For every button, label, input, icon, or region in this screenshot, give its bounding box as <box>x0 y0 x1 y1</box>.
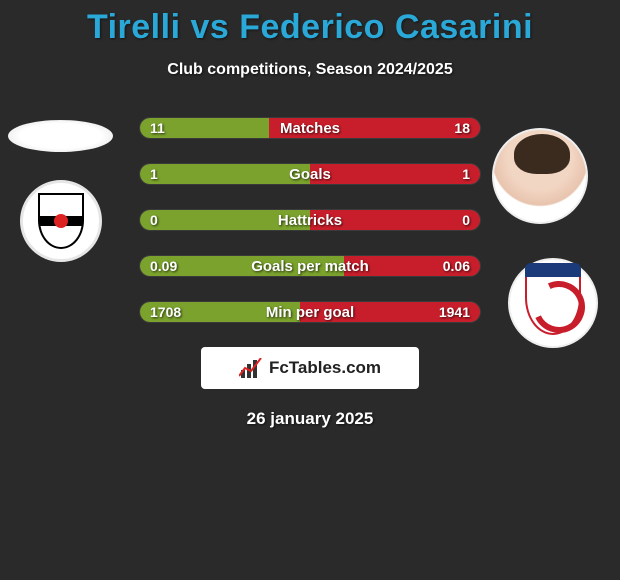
stat-value-right: 1941 <box>439 302 470 322</box>
subtitle: Club competitions, Season 2024/2025 <box>0 61 620 79</box>
stat-label: Min per goal <box>140 302 480 322</box>
stat-label: Hattricks <box>140 210 480 230</box>
stat-label: Goals <box>140 164 480 184</box>
bar-chart-icon <box>239 358 263 378</box>
club-left-crest <box>20 180 102 262</box>
stat-row: Hattricks0 0 <box>139 209 481 231</box>
stat-row: Matches11 18 <box>139 117 481 139</box>
club-right-crest <box>508 258 598 348</box>
stat-row: Min per goal1708 1941 <box>139 301 481 323</box>
stat-value-left: 1 <box>150 164 158 184</box>
stat-value-left: 11 <box>150 118 165 138</box>
page-title: Tirelli vs Federico Casarini <box>0 0 620 47</box>
stat-value-right: 1 <box>462 164 470 184</box>
stat-value-right: 18 <box>454 118 470 138</box>
player-left-avatar <box>8 120 113 152</box>
stat-value-right: 0 <box>462 210 470 230</box>
stat-value-right: 0.06 <box>443 256 470 276</box>
stat-value-left: 0.09 <box>150 256 177 276</box>
site-logo: FcTables.com <box>201 347 419 389</box>
stat-row: Goals1 1 <box>139 163 481 185</box>
stat-label: Goals per match <box>140 256 480 276</box>
stat-row: Goals per match0.09 0.06 <box>139 255 481 277</box>
stat-value-left: 0 <box>150 210 158 230</box>
stat-value-left: 1708 <box>150 302 181 322</box>
logo-text: FcTables.com <box>269 358 381 378</box>
date-label: 26 january 2025 <box>0 409 620 429</box>
stat-label: Matches <box>140 118 480 138</box>
player-right-avatar <box>492 128 588 224</box>
